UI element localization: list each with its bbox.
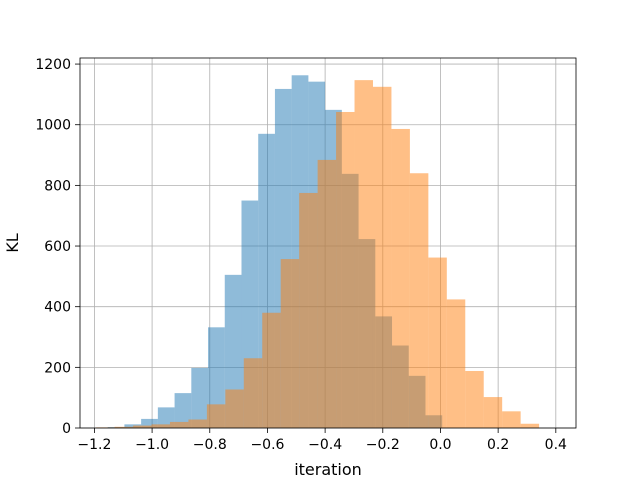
x-tick-label: −1.2	[77, 437, 111, 453]
histogram-bar	[151, 424, 170, 428]
plot-frame	[79, 57, 577, 429]
x-tick-label: 0.0	[429, 437, 451, 453]
histogram-bar	[317, 159, 337, 428]
y-tick-label: 800	[44, 178, 71, 194]
histogram-bar	[124, 424, 142, 428]
x-tick-label: −0.4	[308, 437, 342, 453]
y-tick-label: 600	[44, 239, 71, 255]
histogram-bar	[446, 299, 466, 428]
y-tick-label: 200	[44, 360, 71, 376]
histogram-bar	[483, 397, 503, 428]
histogram-bar	[391, 128, 410, 428]
histogram-bar	[243, 358, 263, 428]
histogram-bar	[299, 192, 318, 428]
histogram-bar	[174, 393, 192, 428]
x-tick-label: −0.8	[193, 437, 227, 453]
histogram-bar	[206, 404, 226, 428]
x-axis-ticks: −1.2 −1.0 −0.8 −0.6 −0.4 −0.2 0.0 0.2 0.4	[77, 428, 567, 453]
histogram-bar	[114, 426, 134, 428]
y-axis-label: KL	[3, 233, 22, 252]
histogram-bar	[520, 423, 540, 428]
x-tick-label: −0.2	[366, 437, 400, 453]
histogram-bar	[262, 312, 281, 428]
histogram-series-orange	[96, 80, 540, 429]
histogram-bar	[428, 257, 447, 428]
x-axis-label: iteration	[294, 460, 362, 479]
histogram-bar	[141, 418, 158, 428]
x-tick-label: −1.0	[135, 437, 169, 453]
histogram-bar	[502, 411, 521, 428]
y-tick-label: 400	[44, 300, 71, 316]
histogram-bar	[409, 173, 429, 428]
x-tick-label: −0.6	[250, 437, 284, 453]
y-tick-label: 0	[62, 421, 71, 437]
histogram-bar	[372, 86, 392, 429]
histogram-bar	[169, 421, 189, 428]
histogram-bar	[225, 389, 244, 428]
histogram-bar	[133, 425, 152, 428]
y-tick-label: 1200	[35, 57, 71, 73]
histogram-bar	[280, 259, 300, 428]
histogram-bar	[191, 367, 209, 428]
y-tick-label: 1000	[35, 118, 71, 134]
x-tick-label: 0.4	[545, 437, 567, 453]
y-axis-ticks: 0 200 400 600 800 1000 1200	[35, 57, 80, 437]
histogram-bar	[465, 370, 484, 428]
histogram-bar	[188, 419, 207, 428]
x-tick-label: 0.2	[487, 437, 509, 453]
histogram-bar	[336, 111, 355, 428]
histogram-bar	[354, 80, 373, 428]
histogram-bar	[208, 327, 225, 428]
